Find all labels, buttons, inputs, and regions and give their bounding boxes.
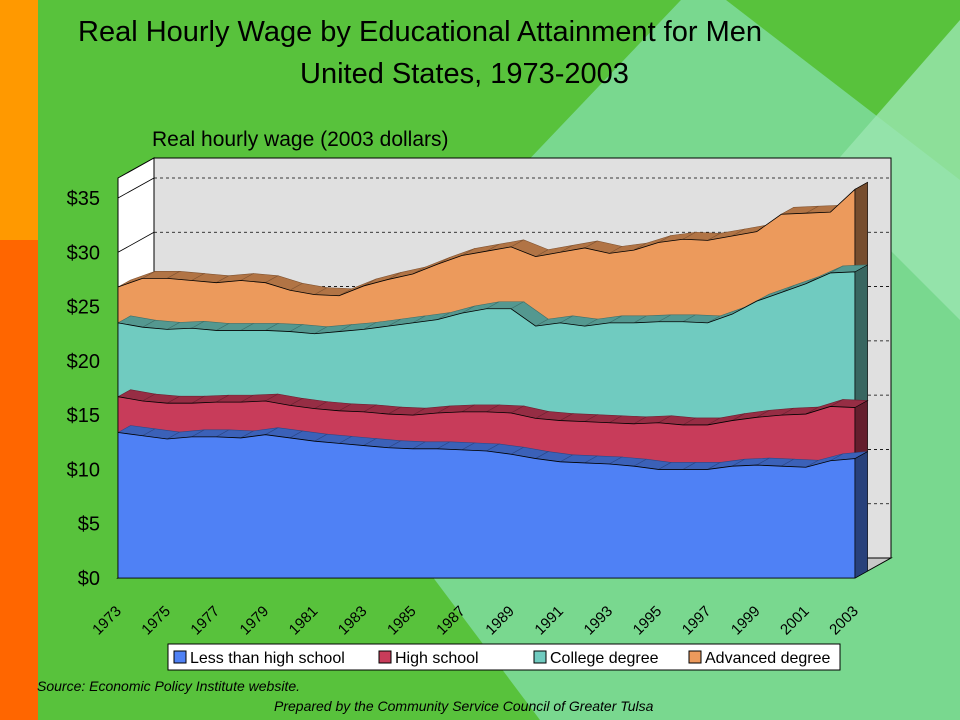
- x-tick-label: 2003: [826, 603, 862, 639]
- y-tick-label: $25: [67, 297, 100, 319]
- series-side-face: [854, 400, 868, 460]
- y-tick-label: $0: [78, 568, 100, 590]
- x-tick-label: 1977: [187, 603, 223, 639]
- legend-swatch: [533, 650, 547, 664]
- x-tick-label: 1985: [384, 603, 420, 639]
- x-tick-label: 1981: [286, 603, 322, 639]
- side-gridline: [117, 177, 155, 199]
- x-tick-label: 1973: [89, 603, 125, 639]
- legend-item: High school: [378, 650, 479, 667]
- left-strip-bottom: [0, 240, 38, 720]
- x-tick-label: 2001: [777, 603, 813, 639]
- y-tick-label: $10: [67, 459, 100, 481]
- x-tick-label: 1987: [433, 603, 469, 639]
- page-subtitle: United States, 1973-2003: [300, 58, 629, 90]
- x-tick-label: 1999: [728, 603, 764, 639]
- series-less-than-high-school: [117, 425, 868, 579]
- x-tick-label: 1995: [630, 603, 666, 639]
- chart-areas: [117, 181, 869, 579]
- y-tick-label: $35: [67, 188, 100, 210]
- x-tick-label: 1975: [138, 603, 174, 639]
- legend-label: College degree: [550, 650, 659, 667]
- x-tick-label: 1989: [482, 603, 518, 639]
- legend-item: Less than high school: [173, 650, 345, 667]
- x-tick-label: 1979: [237, 603, 273, 639]
- y-tick-label: $5: [78, 514, 100, 536]
- legend-label: Less than high school: [190, 650, 345, 667]
- legend-swatch: [173, 650, 187, 664]
- x-tick-label: 1991: [531, 603, 567, 639]
- x-tick-label: 1983: [335, 603, 371, 639]
- legend-item: College degree: [533, 650, 659, 667]
- y-axis-ticks: $0 $5 $10 $15 $20 $25 $30 $35: [67, 188, 100, 590]
- side-gridline: [117, 231, 155, 253]
- x-tick-label: 1997: [679, 603, 715, 639]
- x-axis-ticks: 1973 1975 1977 1979 1981 1983 1985 1987 1989 1991…: [89, 603, 862, 639]
- y-tick-label: $20: [67, 351, 100, 373]
- series-side-face: [854, 451, 868, 579]
- legend-label: High school: [395, 650, 479, 667]
- credit-note: Prepared by the Community Service Counci…: [274, 698, 654, 714]
- page-title: Real Hourly Wage by Educational Attainme…: [78, 16, 762, 48]
- legend-label: Advanced degree: [705, 650, 831, 667]
- legend-swatch: [688, 650, 702, 664]
- left-strip-top: [0, 0, 38, 240]
- chart-legend: Less than high school High school College …: [167, 643, 841, 671]
- x-tick-label: 1993: [581, 603, 617, 639]
- legend-box: [167, 643, 841, 671]
- y-tick-label: $15: [67, 405, 100, 427]
- chart-ylabel: Real hourly wage (2003 dollars): [152, 128, 449, 151]
- series-side-face: [854, 181, 868, 273]
- legend-swatch: [378, 650, 392, 664]
- series-side-face: [854, 264, 868, 409]
- series-high-school: [117, 389, 869, 470]
- y-tick-label: $30: [67, 242, 100, 264]
- source-note: Source: Economic Policy Institute websit…: [37, 678, 301, 694]
- legend-item: Advanced degree: [688, 650, 831, 667]
